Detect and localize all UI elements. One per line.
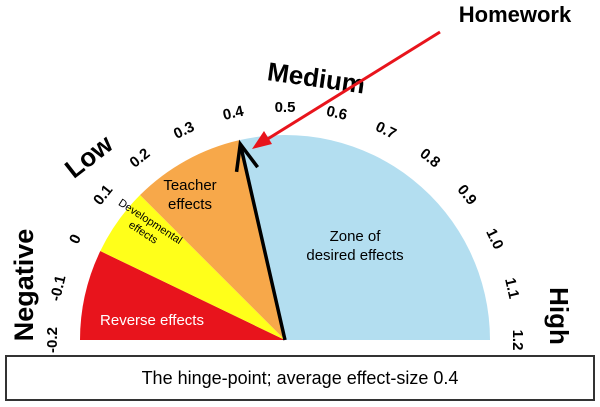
scale-label: 1.0 [482, 226, 506, 252]
zone-sector [100, 195, 285, 340]
region-label: High [544, 287, 574, 345]
zone-sector [80, 251, 285, 340]
scale-label: 0.6 [325, 103, 349, 124]
annotation: Homework [459, 2, 572, 27]
region-label: Medium [266, 56, 367, 99]
scale-label: 0.8 [417, 145, 444, 171]
scale-label: 0.5 [275, 99, 296, 116]
pointer-head [234, 139, 260, 173]
zone-label: Zone of [330, 228, 382, 245]
region-label: Low [59, 128, 119, 184]
scale-label: 1.2 [509, 330, 526, 351]
scale-label: 1.1 [501, 276, 522, 300]
scale-label: 0.9 [454, 182, 480, 209]
scale-label: -0.2 [44, 327, 61, 353]
caption: The hinge-point; average effect-size 0.4 [142, 368, 459, 388]
region-label: Negative [9, 229, 39, 342]
zone-sector [239, 134, 490, 340]
zone-label: desired effects [306, 247, 403, 264]
scale-label: 0.2 [127, 145, 154, 171]
annotation-arrow [265, 30, 441, 142]
scale-label: 0.7 [373, 118, 399, 142]
scale-labels: -0.2 -0.1 0 0.1 0.2 0.3 0.4 0.5 0.6 0.7 0.8 0.91.0 1… [44, 99, 526, 353]
zone-sector [140, 140, 285, 340]
annotation-arrowhead [252, 131, 272, 149]
zone-label: Teacher [163, 177, 216, 194]
caption-box [5, 355, 595, 401]
scale-label: 0.4 [221, 103, 246, 124]
pointer [238, 143, 287, 341]
zone-label: Reverse effects [100, 312, 204, 329]
scale-label: 0 [66, 232, 85, 247]
zone-label: effects [168, 196, 212, 213]
scale-label: -0.1 [47, 274, 69, 303]
scale-label: 0.3 [171, 118, 197, 142]
scale-label: 0.1 [90, 182, 116, 209]
zones: Reverse effectsDevelopmentaleffectsTeach… [80, 134, 490, 341]
